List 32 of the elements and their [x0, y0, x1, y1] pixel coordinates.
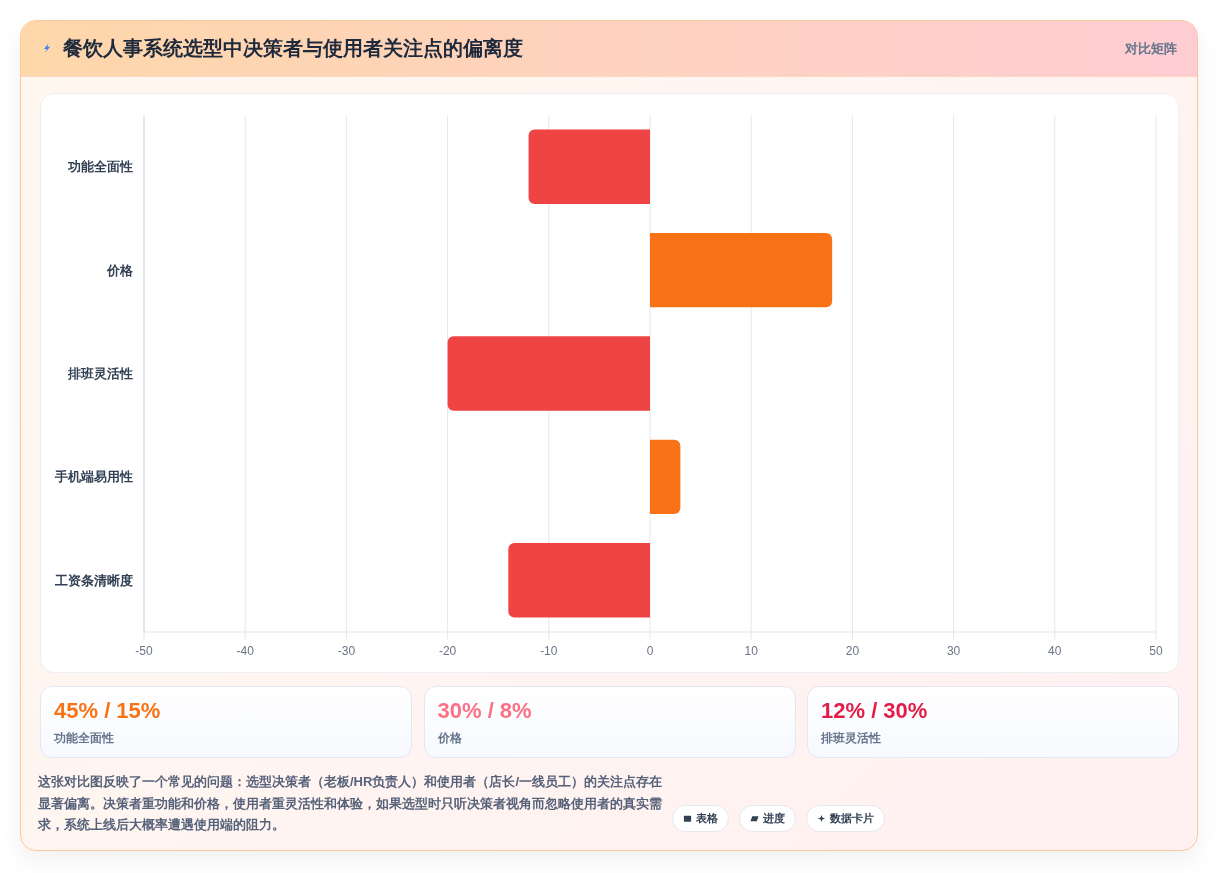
x-tick-label: 10 [744, 644, 759, 658]
y-tick-label: 手机端易用性 [54, 469, 133, 485]
x-tick-label: 20 [845, 644, 860, 658]
x-tick-label: 50 [1149, 644, 1163, 658]
text: 数据卡片 [830, 811, 874, 826]
text: 45% / 15% [54, 697, 162, 725]
text: 30% / 8% [437, 697, 533, 725]
text: 排班灵活性 [821, 730, 882, 746]
y-tick-label: 排班灵活性 [67, 366, 133, 381]
text: 进度 [763, 811, 785, 826]
y-tick-label: 工资条清晰度 [54, 572, 133, 588]
x-tick-label: -10 [540, 644, 558, 658]
text: 价格 [437, 730, 463, 746]
x-tick-label: 0 [646, 644, 654, 658]
x-tick-label: -50 [135, 644, 153, 658]
chart-subtitle: 对比矩阵 [1125, 40, 1177, 58]
text: 这张对比图反映了一个常见的问题：选型决策者（老板/HR负责人）和使用者（店长/一线员工）的关注点存在显著偏离。决策者重功能和价格，使用者重灵活性和体验，如果选型时只听决策者视角而忽略使用者的真实需求，系统上线后大概率遭遇使用端的阻力。 [38, 773, 663, 834]
text: 12% / 30% [821, 697, 929, 725]
bar [528, 129, 650, 204]
y-tick-label: 功能全面性 [67, 159, 133, 175]
y-tick-label: 价格 [106, 262, 134, 278]
bar [508, 543, 650, 618]
bar [447, 336, 650, 411]
x-tick-label: -40 [236, 644, 255, 658]
x-tick-label: 30 [946, 644, 961, 658]
x-tick-label: -30 [337, 644, 356, 658]
chart-title: 餐饮人事系统选型中决策者与使用者关注点的偏离度 [63, 36, 523, 61]
bar [650, 232, 833, 308]
x-tick-label: 40 [1048, 644, 1062, 658]
text: 表格 [696, 811, 718, 826]
x-tick-label: -20 [438, 644, 457, 658]
bar [650, 439, 681, 515]
